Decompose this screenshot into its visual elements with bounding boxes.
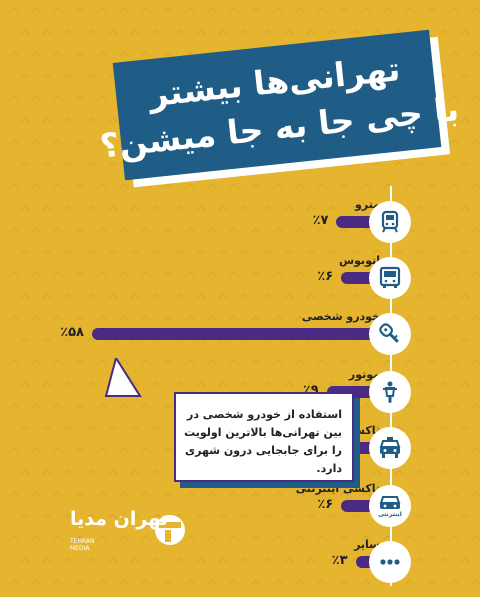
more-icon [369, 541, 411, 583]
logo-text-en: TEHRAN MEDIA [70, 538, 95, 552]
category-label: اتوبوس [338, 254, 380, 267]
metro-icon [369, 201, 411, 243]
bar [341, 272, 370, 284]
value-label: ٪۶ [317, 269, 334, 284]
category-label: خودرو شخصی [301, 310, 380, 323]
bar [336, 216, 370, 228]
value-label: ٪۳ [331, 553, 348, 568]
value-label: ٪۶ [317, 497, 334, 512]
callout-tail [104, 358, 142, 397]
value-label: ٪۷ [312, 213, 329, 228]
bar [341, 500, 370, 512]
category-label: تاکسی اینترنتی [295, 482, 380, 495]
callout-text: استفاده از خودرو شخصی در بین تهرانی‌ها ب… [184, 408, 342, 475]
car-key-icon [369, 313, 411, 355]
online-taxi-badge: اینترنتی [378, 511, 402, 518]
category-label: موتور [348, 368, 380, 381]
taxi-icon [369, 427, 411, 469]
callout-box: استفاده از خودرو شخصی در بین تهرانی‌ها ب… [174, 392, 354, 482]
online-taxi-icon: اینترنتی [369, 485, 411, 527]
logo: تهران مدیا TEHRAN MEDIA [70, 508, 190, 558]
logo-text-fa: تهران مدیا [70, 508, 168, 530]
value-label: ٪۵۸ [60, 325, 84, 340]
bar [355, 556, 370, 568]
bar [92, 328, 370, 340]
motorcycle-icon [369, 371, 411, 413]
bus-icon [369, 257, 411, 299]
logo-mark-icon [155, 515, 185, 545]
